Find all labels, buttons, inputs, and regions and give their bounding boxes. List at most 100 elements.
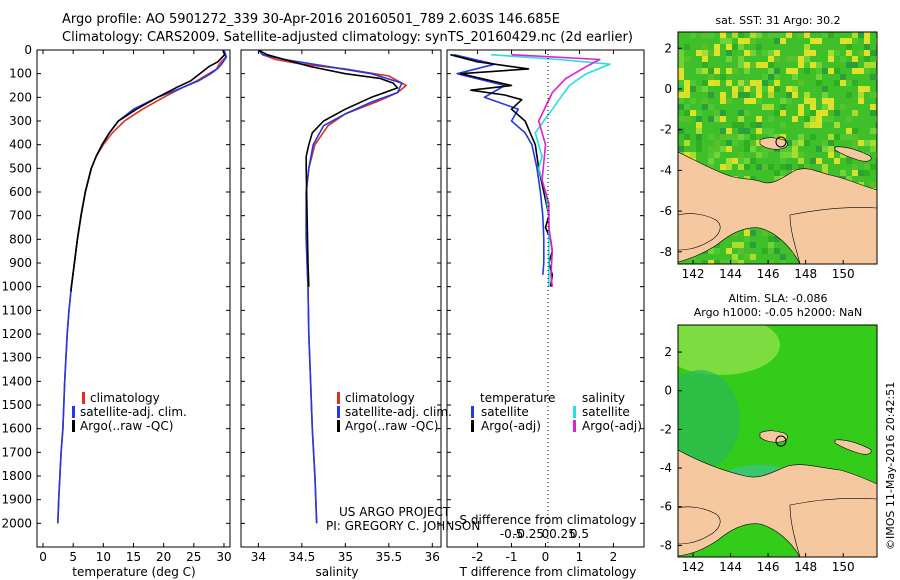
sst-cell [798,110,804,116]
y-tick-label: 1100 [1,303,32,317]
sst-cell [750,80,756,86]
y-tick-label: 600 [9,185,32,199]
sst-cell [786,56,792,62]
legend-satellite: satellite-adj. clim. [80,405,187,419]
sst-cell [780,254,786,260]
sst-cell [768,56,774,62]
sst-land-west [678,213,721,251]
sst-cell [768,236,774,242]
y-tick-label: 1500 [1,398,32,412]
x-tick-label: 35.5 [375,550,402,564]
sst-cell [864,164,870,170]
sst-cell [738,122,744,128]
sst-cell [726,146,732,152]
sst-cell [870,146,876,152]
sst-cell [846,80,852,86]
sst-cell [828,104,834,110]
sst-cell [708,116,714,122]
sst-cell [810,134,816,140]
sst-cell [732,242,738,248]
sst-cell [750,62,756,68]
sst-cell [714,50,720,56]
sst-cell [840,152,846,158]
sst-cell [774,56,780,62]
sst-cell [864,38,870,44]
sst-cell [744,80,750,86]
sst-cell [684,86,690,92]
sst-cell [834,134,840,140]
legend-climatology: climatology [90,391,160,405]
sst-cell [684,104,690,110]
sst-cell [858,68,864,74]
sst-cell [816,74,822,80]
sst-cell [798,140,804,146]
sst-cell [816,68,822,74]
sst-cell [750,158,756,164]
sst-map-title: sat. SST: 31 Argo: 30.2 [715,14,840,27]
sst-cell [732,140,738,146]
y-tick-label: 1000 [1,280,32,294]
sst-cell [810,122,816,128]
sst-cell [834,80,840,86]
sst-cell [684,56,690,62]
x-tick-label: 5 [69,550,77,564]
sst-cell [768,104,774,110]
sst-cell [684,116,690,122]
sst-cell [816,146,822,152]
legend-swatch-argo [72,420,75,432]
x-tick-label: -1 [506,550,518,564]
sla-land-manus [759,430,788,443]
sst-cell [726,50,732,56]
legend-swatch-satellite [72,406,75,418]
sst-cell [708,134,714,140]
legend-swatch-satellite [337,406,340,418]
sst-cell [858,50,864,56]
sst-cell [726,44,732,50]
map-x-tick-label: 142 [682,560,705,574]
sst-cell [774,86,780,92]
sst-cell [780,32,786,38]
sst-cell [774,68,780,74]
sst-cell [750,98,756,104]
sst-cell [744,236,750,242]
sst-cell [852,128,858,134]
sst-cell [702,68,708,74]
legend-swatch-argo [337,420,340,432]
sst-cell [720,32,726,38]
sst-cell [696,122,702,128]
x-tick-label: 20 [156,550,171,564]
map-y-tick-label: -6 [660,204,672,218]
sst-cell [816,122,822,128]
sst-cell [804,98,810,104]
sst-cell [756,32,762,38]
map-y-tick-label: -6 [660,500,672,514]
sst-cell [834,158,840,164]
sst-cell [738,80,744,86]
sst-cell [750,50,756,56]
sst-cell [756,98,762,104]
sst-cell [762,248,768,254]
y-tick-label: 100 [9,67,32,81]
sst-cell [720,74,726,80]
sst-cell [726,98,732,104]
project-line1: US ARGO PROJECT [339,505,451,519]
sst-cell [786,146,792,152]
sst-cell [828,146,834,152]
sst-cell [696,128,702,134]
sst-cell [822,104,828,110]
sst-cell [744,140,750,146]
sst-cell [732,86,738,92]
sst-cell [750,38,756,44]
sst-cell [744,254,750,260]
sst-cell [714,248,720,254]
sst-cell [786,140,792,146]
sst-cell [720,98,726,104]
sst-cell [744,164,750,170]
sst-cell [870,164,876,170]
sst-cell [828,32,834,38]
legend-argo: Argo(..raw -QC) [345,419,438,433]
series-line-climatology [57,50,227,524]
sst-cell [804,50,810,56]
sst-cell [696,68,702,74]
sla-map [678,325,877,557]
